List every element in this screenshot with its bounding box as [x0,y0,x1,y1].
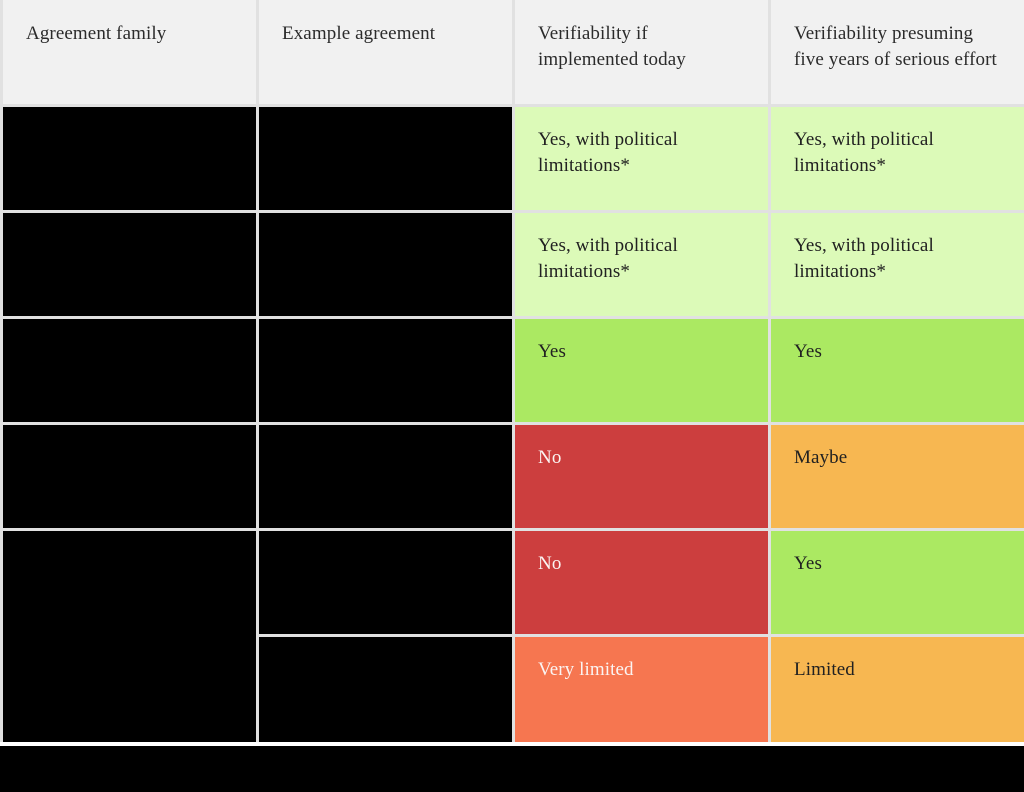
redacted-example-agreement-cell [259,531,512,634]
verifiability-today-cell: Very limited [515,637,768,742]
verifiability-five-years-cell: Maybe [771,425,1024,528]
verifiability-five-years-cell: Limited [771,637,1024,742]
column-header-verifiability-five-years: Verifiability presuming five years of se… [771,0,1024,104]
verifiability-today-cell: Yes, with political limitations* [515,213,768,316]
verifiability-five-years-cell: Yes [771,531,1024,634]
redacted-agreement-family-cell [3,319,256,422]
redacted-footnote-bar [0,746,1024,792]
verifiability-today-cell: Yes, with political limitations* [515,107,768,210]
redacted-agreement-family-cell [3,425,256,528]
verifiability-five-years-cell: Yes, with political limitations* [771,213,1024,316]
redacted-agreement-family-cell [3,107,256,210]
redacted-agreement-family-cell-merged [3,531,256,742]
redacted-example-agreement-cell [259,319,512,422]
redacted-example-agreement-cell [259,213,512,316]
redacted-example-agreement-cell [259,107,512,210]
column-header-example-agreement: Example agreement [259,0,512,104]
verifiability-today-cell: No [515,531,768,634]
redacted-example-agreement-cell [259,637,512,742]
verifiability-five-years-cell: Yes [771,319,1024,422]
verifiability-today-cell: Yes [515,319,768,422]
verifiability-today-cell: No [515,425,768,528]
column-header-verifiability-today: Verifiability if implemented today [515,0,768,104]
redacted-agreement-family-cell [3,213,256,316]
table: Agreement family Example agreement Verif… [0,0,1024,742]
column-header-agreement-family: Agreement family [3,0,256,104]
verifiability-five-years-cell: Yes, with political limitations* [771,107,1024,210]
redacted-example-agreement-cell [259,425,512,528]
